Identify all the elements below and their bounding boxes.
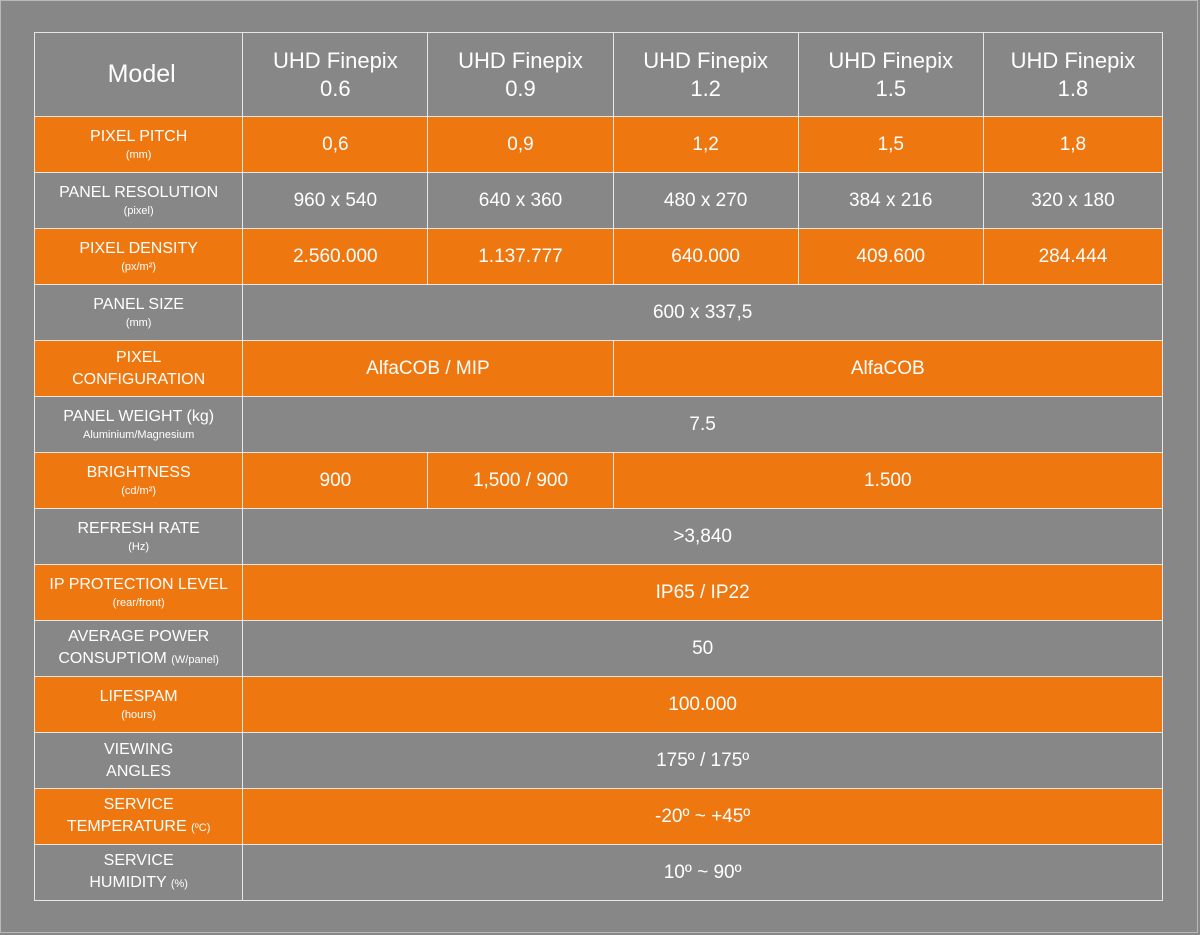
cell-value: 10º ~ 90º <box>242 844 1163 901</box>
cell-value: 2.560.000 <box>242 228 429 285</box>
row-pixel-density: PIXEL DENSITY (px/m²) 2.560.000 1.137.777… <box>33 228 1164 285</box>
model-col-1-8: UHD Finepix 1.8 <box>982 32 1164 117</box>
cell-value: IP65 / IP22 <box>242 564 1163 621</box>
row-label: SERVICE TEMPERATURE (ºC) <box>33 788 244 845</box>
row-panel-resolution: PANEL RESOLUTION (pixel) 960 x 540 640 x … <box>33 172 1164 229</box>
row-label: IP PROTECTION LEVEL (rear/front) <box>33 564 244 621</box>
row-power: AVERAGE POWER CONSUPTIOM (W/panel) 50 <box>33 620 1163 677</box>
row-label: PANEL WEIGHT (kg) Aluminium/Magnesium <box>33 396 244 453</box>
row-panel-weight: PANEL WEIGHT (kg) Aluminium/Magnesium 7.5 <box>33 396 1163 453</box>
row-label: AVERAGE POWER CONSUPTIOM (W/panel) <box>33 620 244 677</box>
row-label: PIXEL PITCH (mm) <box>33 116 244 173</box>
cell-value: 50 <box>242 620 1163 677</box>
model-col-1-2: UHD Finepix 1.2 <box>612 32 799 117</box>
row-panel-size: PANEL SIZE (mm) 600 x 337,5 <box>33 284 1163 341</box>
spec-table: Model UHD Finepix 0.6 UHD Finepix 0.9 UHD … <box>33 32 1164 901</box>
row-ip-protection: IP PROTECTION LEVEL (rear/front) IP65 / I… <box>33 564 1163 621</box>
cell-value: 1,8 <box>982 116 1164 173</box>
cell-value: 1,2 <box>612 116 799 173</box>
model-header: Model <box>33 32 244 117</box>
model-col-0-6: UHD Finepix 0.6 <box>242 32 429 117</box>
cell-value: 0,6 <box>242 116 429 173</box>
cell-value: 100.000 <box>242 676 1163 733</box>
model-col-0-9: UHD Finepix 0.9 <box>427 32 614 117</box>
cell-value: 320 x 180 <box>982 172 1164 229</box>
row-lifespan: LIFESPAM (hours) 100.000 <box>33 676 1163 733</box>
cell-value: 409.600 <box>797 228 984 285</box>
row-label: PIXEL DENSITY (px/m²) <box>33 228 244 285</box>
cell-value: 640 x 360 <box>427 172 614 229</box>
row-label: PIXEL CONFIGURATION <box>33 340 244 397</box>
cell-value: 600 x 337,5 <box>242 284 1163 341</box>
cell-value: 640.000 <box>612 228 799 285</box>
header-row: Model UHD Finepix 0.6 UHD Finepix 0.9 UHD … <box>33 32 1164 117</box>
cell-value: >3,840 <box>242 508 1163 565</box>
row-label: REFRESH RATE (Hz) <box>33 508 244 565</box>
row-label: BRIGHTNESS (cd/m²) <box>33 452 244 509</box>
row-label: PANEL SIZE (mm) <box>33 284 244 341</box>
cell-value: 175º / 175º <box>242 732 1163 789</box>
cell-value: 480 x 270 <box>612 172 799 229</box>
cell-value: 1.500 <box>612 452 1164 509</box>
cell-value: -20º ~ +45º <box>242 788 1163 845</box>
cell-value: AlfaCOB / MIP <box>242 340 614 397</box>
row-pixel-pitch: PIXEL PITCH (mm) 0,6 0,9 1,2 1,5 1,8 <box>33 116 1164 173</box>
cell-value: 7.5 <box>242 396 1163 453</box>
cell-value: AlfaCOB <box>612 340 1164 397</box>
cell-value: 1.137.777 <box>427 228 614 285</box>
cell-value: 284.444 <box>982 228 1164 285</box>
row-refresh-rate: REFRESH RATE (Hz) >3,840 <box>33 508 1163 565</box>
row-service-temperature: SERVICE TEMPERATURE (ºC) -20º ~ +45º <box>33 788 1163 845</box>
cell-value: 0,9 <box>427 116 614 173</box>
row-service-humidity: SERVICE HUMIDITY (%) 10º ~ 90º <box>33 844 1163 901</box>
cell-value: 960 x 540 <box>242 172 429 229</box>
row-label: PANEL RESOLUTION (pixel) <box>33 172 244 229</box>
cell-value: 1,5 <box>797 116 984 173</box>
row-label: VIEWING ANGLES <box>33 732 244 789</box>
row-label: LIFESPAM (hours) <box>33 676 244 733</box>
cell-value: 384 x 216 <box>797 172 984 229</box>
row-label: SERVICE HUMIDITY (%) <box>33 844 244 901</box>
cell-value: 900 <box>242 452 429 509</box>
row-viewing-angles: VIEWING ANGLES 175º / 175º <box>33 732 1163 789</box>
model-col-1-5: UHD Finepix 1.5 <box>797 32 984 117</box>
row-brightness: BRIGHTNESS (cd/m²) 900 1,500 / 900 1.500 <box>33 452 1164 509</box>
cell-value: 1,500 / 900 <box>427 452 614 509</box>
row-pixel-configuration: PIXEL CONFIGURATION AlfaCOB / MIP AlfaCOB <box>33 340 1164 397</box>
